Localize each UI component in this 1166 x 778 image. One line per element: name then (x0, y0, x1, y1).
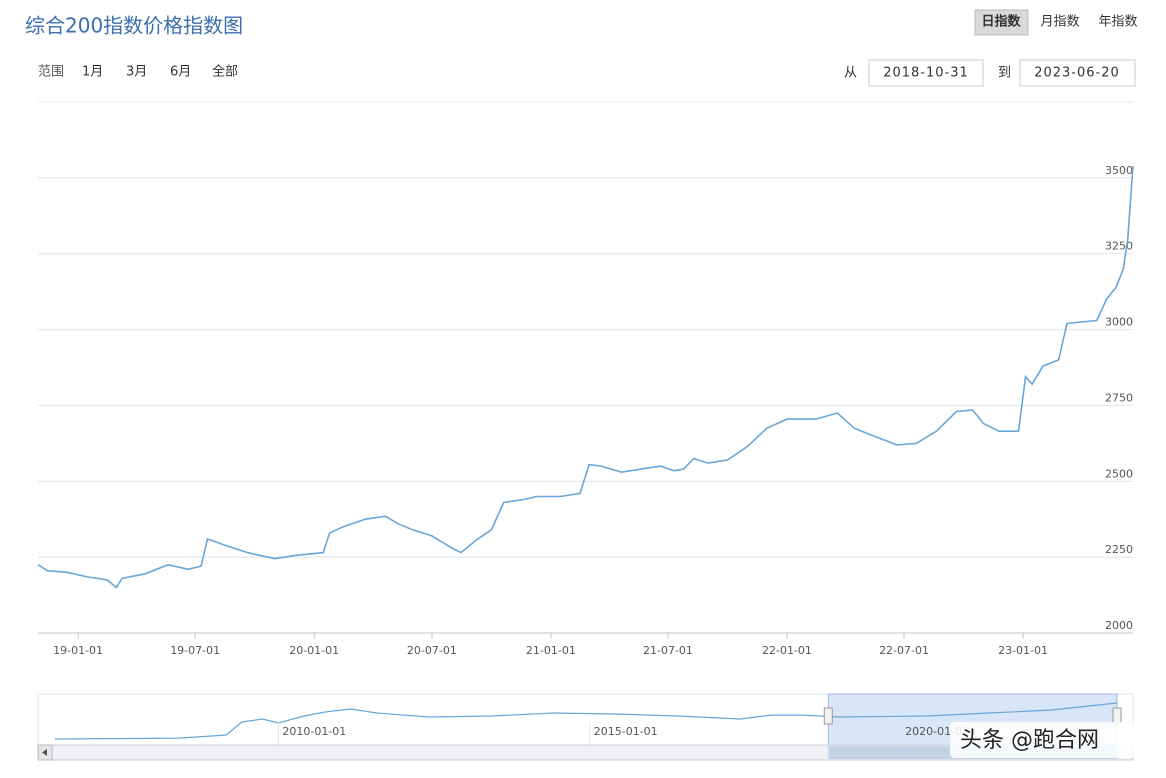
to-label: 到 (998, 66, 1011, 81)
range-label: 范围 (38, 65, 64, 80)
view-button[interactable] (974, 9, 1029, 36)
to-date[interactable]: 2023-06-20 (1034, 66, 1120, 81)
y-tick-label: 2750 (1105, 391, 1133, 404)
navigator-handle[interactable] (823, 707, 833, 725)
range-button[interactable]: 6月 (170, 65, 191, 80)
x-tick-label: 21-07-01 (643, 644, 693, 657)
date-input[interactable] (868, 59, 984, 87)
range-button[interactable]: 3月 (126, 65, 147, 80)
x-tick-label: 21-01-01 (526, 644, 576, 657)
view-button-label[interactable]: 日指数 (981, 14, 1021, 30)
y-tick-label: 2250 (1105, 543, 1133, 556)
navigator-tick-label: 2015-01-01 (594, 725, 658, 738)
date-input[interactable] (1019, 59, 1136, 87)
range-button[interactable]: 1月 (82, 65, 103, 80)
y-tick-label: 3250 (1105, 240, 1133, 253)
x-tick-label: 23-01-01 (998, 644, 1048, 657)
price-line (37, 165, 1134, 589)
watermark-bg (950, 722, 1140, 758)
from-label: 从 (844, 66, 857, 81)
y-tick-label: 2000 (1105, 619, 1133, 632)
view-button[interactable] (1092, 10, 1145, 35)
x-tick-label: 22-07-01 (879, 644, 929, 657)
price-line (54, 702, 1118, 740)
range-button[interactable]: 全部 (212, 64, 238, 80)
x-tick-label: 20-01-01 (289, 644, 339, 657)
y-tick-label: 3500 (1105, 164, 1133, 177)
view-button-label[interactable]: 月指数 (1040, 15, 1079, 30)
x-tick-label: 20-07-01 (407, 644, 457, 657)
y-tick-label: 3000 (1105, 316, 1133, 329)
y-tick-label: 2500 (1105, 467, 1133, 480)
watermark: 头条 @跑合网 (960, 728, 1099, 753)
x-tick-label: 19-07-01 (170, 644, 220, 657)
navigator-handle[interactable] (1112, 707, 1122, 725)
from-date[interactable]: 2018-10-31 (883, 66, 969, 81)
chart-title: 综合200指数价格指数图 (25, 14, 243, 38)
scroll-left-arrow (42, 749, 47, 756)
view-button[interactable] (1034, 10, 1087, 35)
x-tick-label: 22-01-01 (762, 644, 812, 657)
x-tick-label: 19-01-01 (53, 644, 103, 657)
navigator-tick-label: 2010-01-01 (282, 725, 346, 738)
view-button-label[interactable]: 年指数 (1098, 15, 1137, 30)
